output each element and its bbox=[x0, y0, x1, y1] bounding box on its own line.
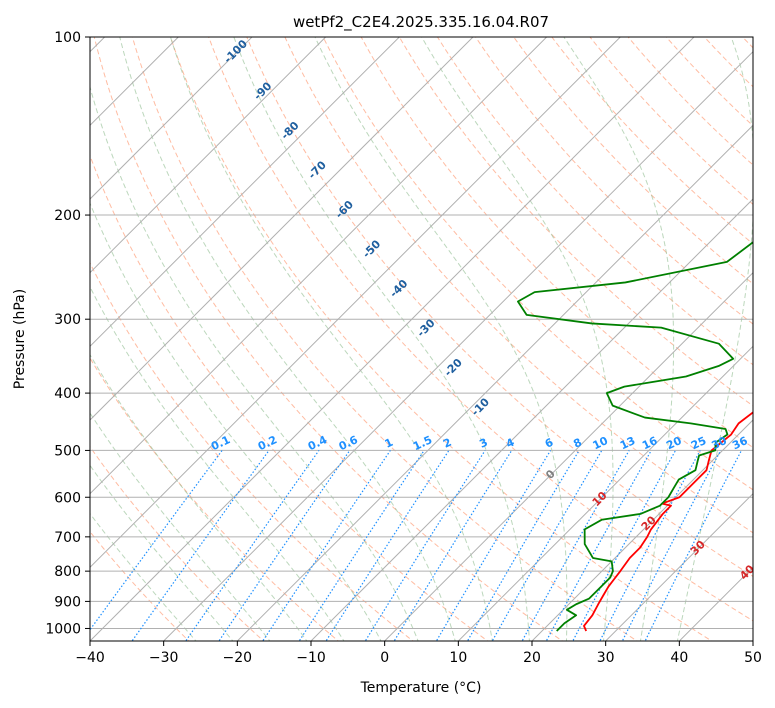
isotherm-line bbox=[90, 37, 548, 495]
isotherm-line bbox=[90, 37, 253, 200]
mixing-ratio-line bbox=[325, 450, 450, 641]
y-tick-label: 300 bbox=[54, 312, 81, 328]
mixing-ratio-line bbox=[185, 450, 320, 641]
isotherm-line bbox=[531, 419, 753, 641]
dry-adiabat bbox=[474, 37, 753, 325]
isotherm-lines bbox=[90, 37, 753, 641]
dry-adiabat bbox=[322, 37, 753, 491]
isotherm-line bbox=[310, 198, 753, 641]
y-axis: 100 200 300 400 500 600 700 800 900 1000 bbox=[45, 30, 90, 637]
x-axis-label: Temperature (°C) bbox=[360, 680, 482, 696]
dry-adiabat bbox=[246, 37, 753, 577]
y-tick-label: 800 bbox=[54, 564, 81, 580]
x-tick-label: 10 bbox=[449, 650, 467, 666]
isotherm-line bbox=[90, 37, 474, 421]
dry-adiabat bbox=[360, 37, 753, 449]
dewpoint-line bbox=[517, 241, 753, 632]
isotherm-line bbox=[90, 37, 401, 348]
isotherm-line bbox=[383, 271, 753, 641]
plot-area bbox=[90, 37, 753, 641]
isotherm-line bbox=[236, 124, 753, 641]
isotherm-line bbox=[90, 37, 695, 641]
pressure-gridlines bbox=[90, 37, 753, 629]
x-tick-label: −10 bbox=[296, 650, 326, 666]
mixing-ratio-line bbox=[599, 450, 701, 641]
moist-adiabat bbox=[90, 412, 271, 641]
mixing-ratio-line bbox=[262, 450, 391, 641]
isotherm-line bbox=[90, 37, 622, 569]
mixing-ratio-line bbox=[621, 450, 722, 641]
isotherm-line bbox=[162, 50, 753, 641]
mixing-ratio-label: 13 bbox=[618, 434, 637, 452]
x-tick-label: 20 bbox=[523, 650, 541, 666]
sounding-series bbox=[517, 241, 753, 632]
y-tick-label: 500 bbox=[54, 443, 81, 459]
y-tick-label: 600 bbox=[54, 490, 81, 506]
moist-adiabat bbox=[90, 512, 197, 641]
mixing-ratio-line bbox=[644, 450, 743, 641]
mixing-ratio-label: 36 bbox=[730, 434, 750, 452]
mixing-ratio-line bbox=[90, 450, 223, 631]
x-tick-label: −30 bbox=[149, 650, 179, 666]
mixing-ratio-line bbox=[364, 450, 486, 641]
isotherm-line bbox=[604, 492, 753, 641]
temperature-line bbox=[583, 411, 753, 632]
x-tick-label: −40 bbox=[75, 650, 105, 666]
x-tick-label: −20 bbox=[223, 650, 253, 666]
mixing-ratio-line bbox=[393, 450, 513, 641]
isotherm-line bbox=[457, 345, 753, 641]
dry-adiabat bbox=[284, 37, 753, 534]
dry-adiabat bbox=[90, 154, 489, 641]
y-tick-label: 1000 bbox=[45, 621, 81, 637]
moist-adiabat bbox=[90, 85, 419, 641]
mixing-ratio-line bbox=[491, 450, 603, 641]
x-tick-label: 30 bbox=[597, 650, 615, 666]
mixing-ratio-line bbox=[218, 450, 351, 641]
x-axis: −40 −30 −20 −10 0 10 20 30 40 50 bbox=[75, 641, 762, 666]
y-tick-label: 700 bbox=[54, 530, 81, 546]
x-tick-label: 0 bbox=[380, 650, 389, 666]
mixing-ratio-lines bbox=[90, 450, 743, 641]
isotherm-line bbox=[90, 37, 327, 274]
mixing-ratio-label: 30 bbox=[710, 434, 730, 452]
mixing-ratio-line bbox=[572, 450, 677, 641]
y-tick-label: 400 bbox=[54, 386, 81, 402]
chart-title: wetPf2_C2E4.2025.335.16.04.R07 bbox=[293, 13, 549, 32]
mixing-ratio-line bbox=[466, 450, 580, 641]
plot-frame bbox=[89, 36, 754, 642]
dry-adiabat bbox=[169, 37, 713, 641]
moist-adiabat bbox=[90, 464, 234, 641]
moist-adiabat bbox=[90, 353, 308, 641]
mixing-ratio-label: 25 bbox=[689, 434, 708, 452]
y-tick-label: 200 bbox=[54, 208, 81, 224]
mixing-ratio-label: 10 bbox=[591, 434, 611, 452]
moist-adiabat bbox=[90, 201, 382, 641]
x-tick-label: 50 bbox=[744, 650, 762, 666]
y-tick-label: 900 bbox=[54, 594, 81, 610]
mixing-ratio-line bbox=[131, 450, 270, 641]
y-tick-label: 100 bbox=[54, 30, 81, 46]
mixing-ratio-line bbox=[435, 450, 552, 641]
y-axis-label: Pressure (hPa) bbox=[12, 289, 28, 389]
x-tick-label: 40 bbox=[670, 650, 688, 666]
mixing-ratio-label: 20 bbox=[664, 434, 684, 452]
mixing-ratio-line bbox=[298, 450, 425, 641]
mixing-ratio-label: 16 bbox=[640, 434, 660, 452]
